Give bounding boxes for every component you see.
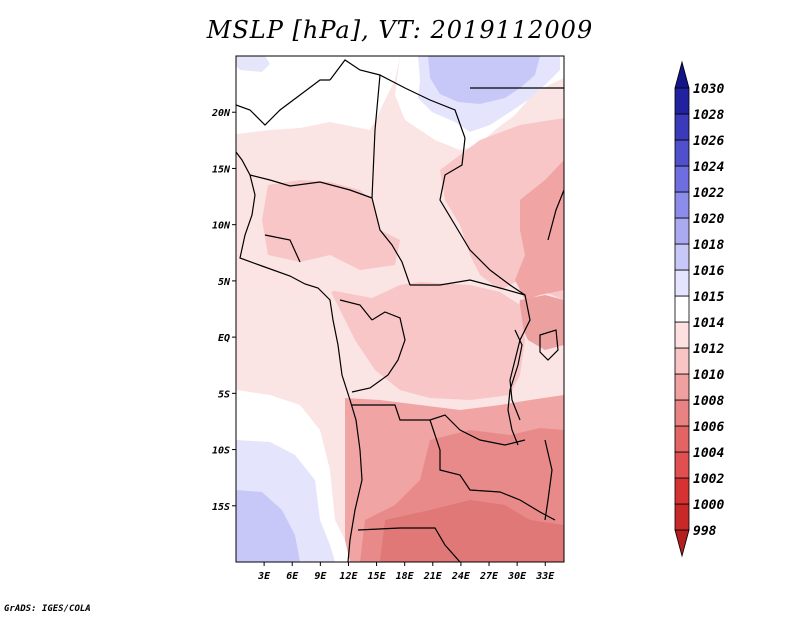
border-sahel [249, 174, 373, 199]
contour-1012-west-africa [262, 180, 400, 270]
contour-1014-north-west [236, 56, 400, 134]
lake-victoria [539, 329, 559, 361]
colorbar-label: 998 [693, 524, 717, 539]
border-zambia [429, 419, 521, 501]
colorbar-label: 1000 [693, 498, 724, 513]
colorbar-segment [674, 295, 690, 323]
colorbar-segment [674, 165, 690, 193]
border-cameroon-chad [371, 197, 411, 286]
border-angola-north [352, 404, 526, 446]
chart-title: MSLP [hPa], VT: 2019112009 [206, 16, 594, 44]
y-tick-label: 5N [218, 277, 231, 288]
x-tick-label: 6E [286, 571, 299, 582]
great-lakes [507, 329, 523, 446]
country-borders [236, 59, 564, 562]
colorbar-segment [674, 477, 690, 505]
colorbar-segment [674, 269, 690, 297]
border-niger-chad [371, 74, 381, 199]
colorbar-segment [674, 451, 690, 479]
border-libya [329, 59, 466, 139]
x-tick-label: 3E [257, 571, 271, 582]
colorbar-segment [674, 503, 690, 531]
colorbar-label: 1022 [693, 186, 724, 201]
colorbar-max-arrow [674, 60, 690, 89]
colorbar-label: 1018 [693, 238, 724, 253]
x-tick-label: 24E [451, 571, 471, 582]
contour-1016-north-west [236, 56, 270, 72]
colorbar-segment [674, 217, 690, 245]
y-tick-label: 15S [212, 502, 230, 513]
y-tick-label: 15N [212, 164, 231, 175]
contour-1012-gulf [236, 262, 335, 300]
x-tick-label: 12E [339, 571, 358, 582]
y-tick-label: 10S [212, 446, 230, 457]
y-tick-label: EQ [218, 333, 230, 344]
border-gabon [339, 299, 373, 321]
contour-1018-south-atlantic [236, 490, 300, 562]
colorbar-segment [674, 87, 690, 115]
colorbar-label: 1026 [693, 134, 724, 149]
x-tick-label: 15E [368, 571, 387, 582]
border-zimbabwe [519, 499, 556, 521]
y-tick-label: 5S [218, 389, 230, 400]
colorbar-label: 1020 [693, 212, 724, 227]
colorbar-label: 1004 [693, 446, 724, 461]
contour-1006-south [380, 500, 564, 562]
map-frame [235, 55, 565, 563]
contour-1012-congo [330, 282, 525, 400]
colorbar-label: 1016 [693, 264, 724, 279]
contour-1010-lakes [518, 295, 564, 350]
x-tick-label: 27E [479, 571, 499, 582]
colorbar-label: 1010 [693, 368, 724, 383]
colorbar-segment [674, 321, 690, 349]
colorbar-label: 1015 [693, 290, 724, 305]
border-sudan [439, 137, 526, 296]
pressure-field [236, 56, 564, 562]
grads-credit: GrADS: IGES/COLA [4, 604, 91, 614]
colorbar-label: 1028 [693, 108, 724, 123]
x-tick-label: 18E [396, 571, 415, 582]
colorbar-segment [674, 399, 690, 427]
coastline-west [236, 151, 363, 562]
colorbar-segment [674, 113, 690, 141]
colorbar-segment [674, 373, 690, 401]
colorbar-segment [674, 191, 690, 219]
colorbar-label: 1012 [693, 342, 724, 357]
contour-1010-ethiopia [515, 160, 564, 300]
x-tick-label: 9E [314, 571, 327, 582]
y-tick-label: 20N [211, 108, 231, 119]
colorbar-label: 1014 [693, 316, 724, 331]
border-congo [351, 311, 406, 393]
colorbar-label: 1002 [693, 472, 724, 487]
x-tick-label: 30E [507, 571, 527, 582]
border-nigeria [264, 234, 301, 263]
x-axis-ticks: 3E 6E 9E 12E 15E 18E 21E 24E 27E 30E 33E [257, 562, 555, 582]
colorbar-segment [674, 347, 690, 375]
colorbar-label: 1006 [693, 420, 724, 435]
colorbar-segment [674, 139, 690, 167]
border-namibia [357, 527, 461, 562]
colorbar-min-arrow [674, 529, 690, 558]
colorbar-label: 1024 [693, 160, 724, 175]
colorbar-segment [674, 425, 690, 453]
lake-malawi [544, 439, 553, 521]
y-axis-ticks: 20N 15N 10N 5N EQ 5S 10S 15S [211, 108, 236, 513]
y-tick-label: 10N [212, 221, 231, 232]
x-tick-label: 33E [535, 571, 555, 582]
border-mali [236, 79, 330, 126]
x-tick-label: 21E [423, 571, 443, 582]
border-ethiopia [547, 189, 564, 241]
colorbar: 998 1000 1002 1004 1006 1008 1010 1012 1014 1015 1… [674, 60, 724, 558]
contour-1018-north [428, 56, 540, 104]
colorbar-label: 1008 [693, 394, 724, 409]
colorbar-segment [674, 243, 690, 271]
colorbar-label: 1030 [693, 82, 724, 97]
